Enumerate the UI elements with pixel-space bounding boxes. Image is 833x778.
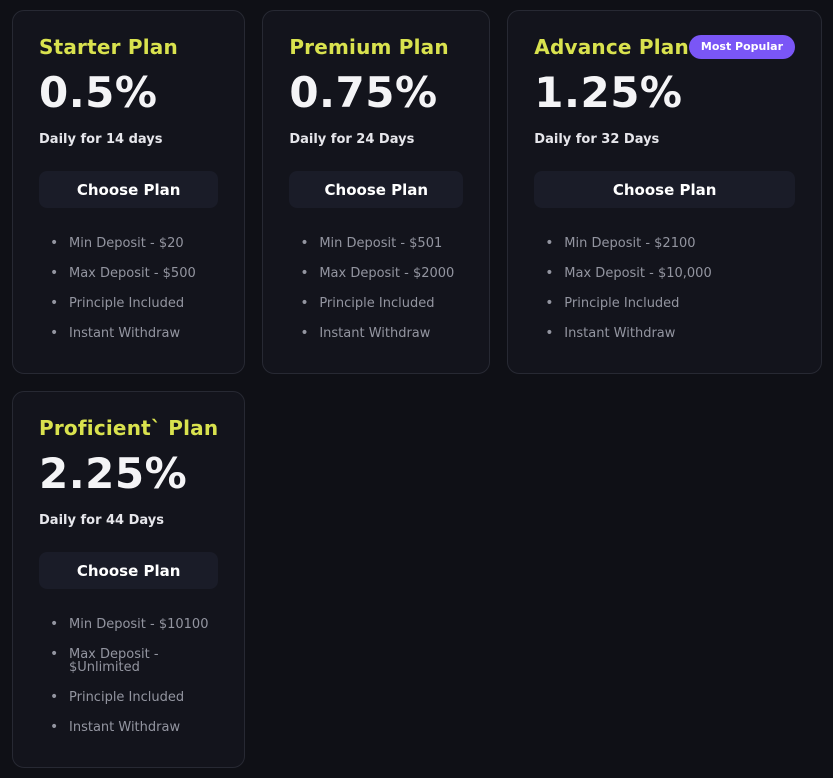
- feature-item: Instant Withdraw: [50, 720, 218, 734]
- feature-item: Min Deposit - $2100: [545, 236, 795, 250]
- feature-item: Max Deposit - $500: [50, 266, 218, 280]
- plan-title: Premium Plan: [289, 35, 449, 59]
- feature-item: Max Deposit - $Unlimited: [50, 647, 218, 674]
- feature-item: Principle Included: [545, 296, 795, 310]
- feature-item: Instant Withdraw: [50, 326, 218, 340]
- plan-rate: 0.75%: [289, 68, 438, 117]
- feature-item: Instant Withdraw: [545, 326, 795, 340]
- plan-rate: 0.5%: [39, 68, 158, 117]
- plan-card-advance: Advance Plan Most Popular 1.25% Daily fo…: [507, 10, 822, 375]
- features-list: Min Deposit - $2100 Max Deposit - $10,00…: [534, 236, 795, 340]
- plan-title: Starter Plan: [39, 35, 178, 59]
- features-list: Min Deposit - $501 Max Deposit - $2000 P…: [289, 236, 463, 340]
- plan-card-premium: Premium Plan 0.75% Daily for 24 Days Cho…: [262, 10, 491, 375]
- feature-item: Min Deposit - $20: [50, 236, 218, 250]
- plan-rate: 1.25%: [534, 68, 683, 117]
- choose-plan-button[interactable]: Choose Plan: [534, 171, 795, 209]
- feature-item: Principle Included: [50, 690, 218, 704]
- plan-duration: Daily for 24 Days: [289, 132, 415, 148]
- feature-item: Principle Included: [50, 296, 218, 310]
- most-popular-badge: Most Popular: [688, 35, 795, 59]
- plan-header: Proficient` Plan: [39, 415, 218, 441]
- plan-duration: Daily for 44 Days: [39, 513, 164, 529]
- feature-item: Principle Included: [300, 296, 463, 310]
- feature-item: Max Deposit - $2000: [300, 266, 463, 280]
- features-list: Min Deposit - $10100 Max Deposit - $Unli…: [39, 617, 218, 734]
- plan-title: Proficient` Plan: [39, 416, 219, 441]
- plan-header: Starter Plan: [39, 34, 218, 60]
- plan-duration: Daily for 14 days: [39, 132, 163, 148]
- choose-plan-button[interactable]: Choose Plan: [289, 171, 464, 209]
- plan-title: Advance Plan: [534, 35, 689, 59]
- feature-item: Min Deposit - $501: [300, 236, 463, 250]
- plan-card-proficient: Proficient` Plan 2.25% Daily for 44 Days…: [12, 391, 246, 769]
- choose-plan-button[interactable]: Choose Plan: [39, 171, 219, 209]
- plan-header: Advance Plan Most Popular: [534, 34, 795, 60]
- choose-plan-button[interactable]: Choose Plan: [39, 552, 219, 590]
- plan-header: Premium Plan: [289, 34, 463, 60]
- feature-item: Instant Withdraw: [300, 326, 463, 340]
- plan-rate: 2.25%: [39, 449, 188, 499]
- plan-duration: Daily for 32 Days: [534, 132, 660, 148]
- feature-item: Min Deposit - $10100: [50, 617, 218, 631]
- features-list: Min Deposit - $20 Max Deposit - $500 Pri…: [39, 236, 218, 340]
- plan-card-starter: Starter Plan 0.5% Daily for 14 days Choo…: [12, 10, 246, 375]
- feature-item: Max Deposit - $10,000: [545, 266, 795, 280]
